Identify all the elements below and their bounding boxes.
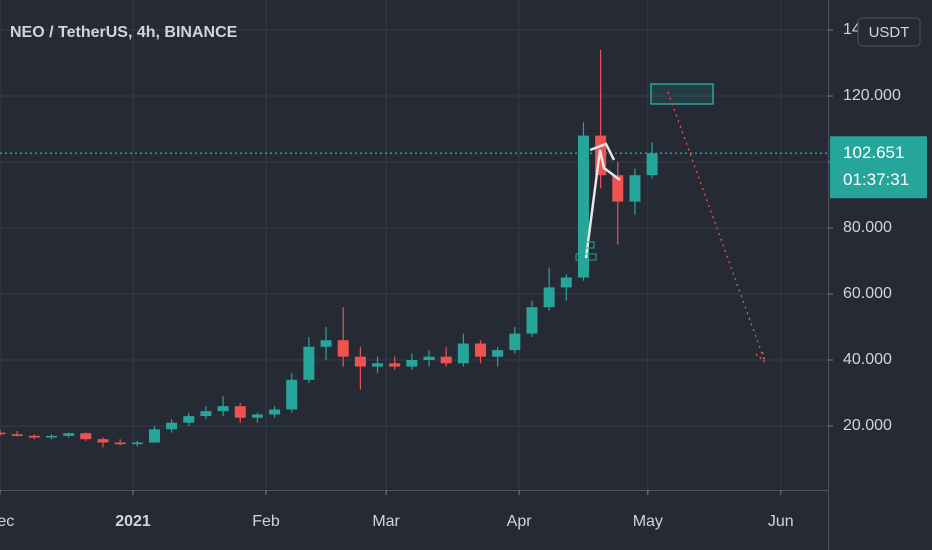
wave-drawing — [584, 149, 621, 259]
candle-body — [646, 153, 658, 176]
candle-body — [320, 340, 332, 347]
x-tick-label: Dec — [0, 513, 14, 530]
candle-body — [629, 175, 641, 202]
candle-body — [97, 439, 109, 443]
candle-body — [80, 433, 92, 440]
candle-body — [0, 432, 6, 435]
x-tick-label: Apr — [507, 513, 533, 530]
arrow-head — [589, 142, 616, 161]
candle-body — [457, 343, 469, 364]
y-tick-label: 20.000 — [843, 417, 892, 434]
candle-body — [217, 406, 229, 412]
candle-body — [354, 356, 366, 367]
x-tick-label: 2021 — [115, 513, 151, 530]
candle-body — [612, 175, 624, 202]
currency-badge[interactable] — [857, 17, 921, 47]
x-tick-label: Jun — [768, 513, 794, 530]
candle-body — [389, 363, 401, 367]
candle-body — [63, 433, 75, 436]
candle-body — [251, 414, 263, 418]
last-price-label: 102.651 — [843, 143, 904, 162]
candle-body — [183, 416, 195, 423]
last-price-badge — [830, 136, 927, 199]
candle-body — [560, 277, 572, 288]
entry-box — [579, 241, 595, 249]
candle-body — [148, 429, 160, 443]
x-tick-label: May — [633, 513, 663, 530]
grid — [0, 0, 828, 490]
chart-title: NEO / TetherUS, 4h, BINANCE — [10, 24, 238, 41]
arrow-head — [755, 349, 767, 364]
x-tick-label: Mar — [372, 513, 400, 530]
candle-body — [11, 434, 23, 436]
target-box — [650, 83, 714, 105]
candle-body — [492, 350, 504, 357]
candle-body — [45, 435, 57, 438]
y-tick-label: 60.000 — [843, 285, 892, 302]
candle-body — [440, 356, 452, 364]
candle-body — [577, 135, 589, 278]
candle-body — [234, 406, 246, 418]
candle-body — [474, 343, 486, 357]
candle-body — [423, 356, 435, 360]
candle-body — [286, 379, 298, 410]
candle-body — [28, 435, 40, 438]
candle-body — [303, 346, 315, 380]
x-tick-label: Feb — [252, 513, 280, 530]
candle-body — [269, 409, 281, 415]
y-tick-label: 80.000 — [843, 219, 892, 236]
candle-body — [166, 422, 178, 430]
entry-box — [575, 253, 597, 261]
candle-body — [543, 287, 555, 308]
candle-body — [200, 411, 212, 417]
y-tick-label: 40.000 — [843, 351, 892, 368]
currency-label: USDT — [869, 24, 910, 41]
candle-body — [114, 442, 126, 445]
candle-body — [526, 307, 538, 334]
countdown: 01:37:31 — [843, 170, 909, 189]
candle-body — [406, 359, 418, 367]
candle-body — [509, 333, 521, 351]
candle-body — [131, 442, 143, 445]
candle-body — [372, 363, 384, 367]
y-tick-label: 120.000 — [843, 87, 901, 104]
candle-body — [337, 340, 349, 357]
